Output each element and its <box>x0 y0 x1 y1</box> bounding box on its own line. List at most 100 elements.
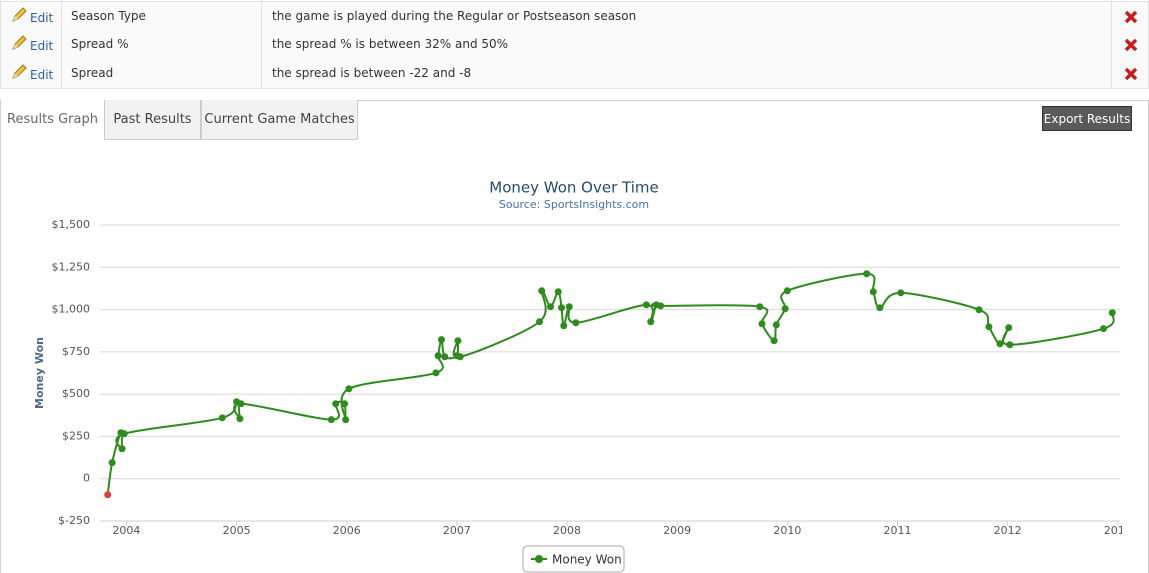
point <box>536 318 544 326</box>
x-tick-label: 2008 <box>553 524 581 537</box>
point <box>341 400 349 408</box>
point <box>657 302 665 310</box>
chart-subtitle: Source: SportsInsights.com <box>499 198 649 211</box>
filter-description: the game is played during the Regular or… <box>263 2 1112 31</box>
point <box>876 304 884 312</box>
remove-icon[interactable] <box>1124 67 1138 81</box>
edit-link[interactable]: Edit <box>1 2 62 31</box>
chart-title: Money Won Over Time <box>489 179 658 197</box>
x-tick-label: 2010 <box>773 524 801 537</box>
point <box>332 400 340 408</box>
point <box>996 340 1004 348</box>
point <box>772 321 780 329</box>
y-tick-label: $500 <box>62 387 90 400</box>
point <box>120 430 128 438</box>
legend-box <box>522 545 625 573</box>
x-tick-label: 2007 <box>443 524 471 537</box>
x-tick-label: 2009 <box>663 524 691 537</box>
filter-name: Spread <box>62 59 262 88</box>
remove-icon[interactable] <box>1124 10 1138 24</box>
point <box>1099 325 1107 333</box>
point <box>432 369 440 377</box>
x-tick-label: 2004 <box>112 524 140 537</box>
legend-label: Money Won <box>552 553 622 567</box>
line <box>106 272 1115 495</box>
filter-description: the spread % is between 32% and 50% <box>263 30 1112 59</box>
point <box>647 318 655 326</box>
remove-icon[interactable] <box>1124 38 1138 52</box>
point <box>783 287 791 295</box>
chart: Money Won Over Time Source: SportsInsigh… <box>33 179 1132 573</box>
legend-marker <box>535 555 543 563</box>
y-tick-label: 0 <box>83 472 90 485</box>
x-tick-label: 2012 <box>994 524 1022 537</box>
edit-text[interactable]: Edit <box>30 68 54 82</box>
point <box>1006 341 1014 349</box>
edit-text[interactable]: Edit <box>30 11 54 25</box>
point <box>770 337 778 345</box>
point <box>434 352 442 360</box>
x-tick-label: 2011 <box>883 524 911 537</box>
point <box>558 304 566 312</box>
point <box>758 320 766 328</box>
y-tick-label: $1,500 <box>52 218 91 231</box>
tab[interactable]: Current Game Matches <box>201 100 358 140</box>
remove-button[interactable] <box>1113 59 1148 88</box>
y-tick-label: $1,000 <box>52 303 91 316</box>
y-tick-label: $-250 <box>58 514 90 527</box>
filter-row: Edit Season Type the game is played during… <box>0 1 1149 32</box>
y-tick-label: $250 <box>62 429 90 442</box>
point <box>104 491 112 499</box>
point <box>237 400 245 408</box>
y-tick-label: $750 <box>62 345 90 358</box>
point <box>547 303 555 311</box>
point <box>642 301 650 309</box>
point <box>1005 324 1013 332</box>
x-tick-label: 2005 <box>223 524 251 537</box>
edit-text[interactable]: Edit <box>30 39 54 53</box>
point <box>327 416 335 424</box>
point <box>869 288 877 296</box>
point <box>342 416 350 424</box>
filter-row: Edit Spread the spread is between -22 and … <box>0 59 1149 89</box>
point <box>538 287 546 295</box>
pencil-icon <box>12 64 27 79</box>
point <box>236 415 244 423</box>
point <box>560 322 568 330</box>
x-tick-label: 2013 <box>1104 524 1132 537</box>
tab[interactable]: Results Graph <box>1 100 104 140</box>
point <box>437 336 445 344</box>
point <box>572 319 580 327</box>
y-tick-label: $1,250 <box>52 260 91 273</box>
x-tick-label: 2006 <box>333 524 361 537</box>
point <box>1108 309 1116 317</box>
point <box>975 306 983 314</box>
point <box>345 385 353 393</box>
point <box>863 270 871 278</box>
pencil-icon <box>12 7 27 22</box>
export-button[interactable]: Export Results <box>1042 106 1132 131</box>
point <box>441 353 449 361</box>
point <box>554 288 562 296</box>
remove-button[interactable] <box>1113 2 1148 31</box>
point <box>454 337 462 345</box>
point <box>897 289 905 297</box>
pencil-icon <box>12 35 27 50</box>
remove-button[interactable] <box>1113 30 1148 59</box>
edit-link[interactable]: Edit <box>1 30 62 59</box>
filter-name: Spread % <box>62 30 262 59</box>
point <box>565 303 573 311</box>
point <box>985 323 993 331</box>
point <box>218 414 226 422</box>
point <box>108 459 116 467</box>
filter-description: the spread is between -22 and -8 <box>263 59 1112 88</box>
edit-link[interactable]: Edit <box>1 59 62 88</box>
tab[interactable]: Past Results <box>104 100 201 140</box>
point <box>781 305 789 313</box>
point <box>756 303 764 311</box>
point <box>456 353 464 361</box>
filter-name: Season Type <box>62 2 262 31</box>
point <box>118 445 126 453</box>
y-axis-label: Money Won <box>33 337 46 409</box>
